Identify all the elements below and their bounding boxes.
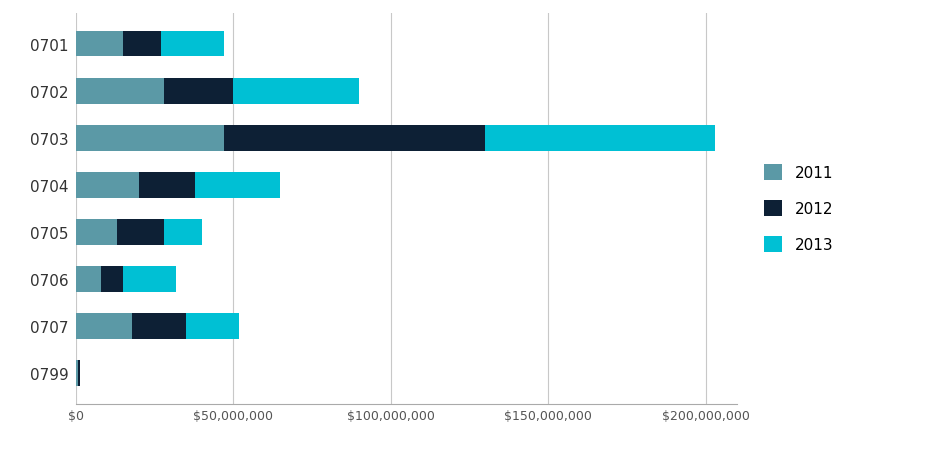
Bar (76, 78, 163, 104)
Bar (233, 78, 359, 104)
Bar (76, 219, 116, 245)
Bar (163, 219, 201, 245)
Bar (123, 32, 160, 57)
Bar (139, 173, 195, 198)
Bar (160, 32, 224, 57)
Bar (101, 266, 123, 292)
Bar (76, 32, 123, 57)
Bar (76, 360, 78, 386)
Bar (76, 266, 101, 292)
Bar (78, 360, 79, 386)
Bar (123, 266, 177, 292)
Bar (224, 125, 484, 151)
Bar (186, 313, 239, 339)
Bar (163, 78, 233, 104)
Bar (195, 173, 280, 198)
Bar (76, 313, 132, 339)
Bar (116, 219, 163, 245)
Bar (132, 313, 186, 339)
Legend: 2011, 2012, 2013: 2011, 2012, 2013 (757, 159, 838, 259)
Bar (484, 125, 715, 151)
Bar (76, 125, 224, 151)
Bar (76, 173, 139, 198)
